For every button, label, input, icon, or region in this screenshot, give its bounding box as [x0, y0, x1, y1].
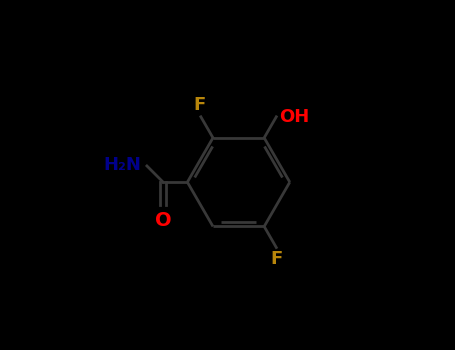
Text: OH: OH — [279, 108, 309, 126]
Text: F: F — [270, 250, 283, 268]
Text: O: O — [155, 211, 172, 230]
Text: F: F — [193, 96, 206, 114]
Text: H₂N: H₂N — [104, 156, 142, 174]
